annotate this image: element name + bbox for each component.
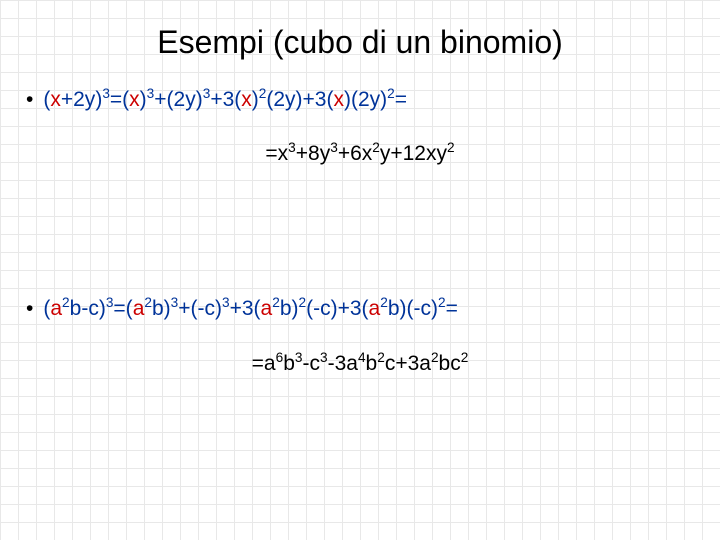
example1-formula: (x+2y)3=(x)3+(2y)3+3(x)2(2y)+3(x)(2y)2= (43, 85, 407, 114)
example2-expansion: • (a2b-c)3=(a2b)3+(-c)3+3(a2b)2(-c)+3(a2… (0, 294, 720, 323)
example1-expansion: • (x+2y)3=(x)3+(2y)3+3(x)2(2y)+3(x)(2y)2… (0, 85, 720, 114)
slide-title: Esempi (cubo di un binomio) (0, 0, 720, 85)
bullet-icon: • (26, 85, 33, 114)
example2-formula: (a2b-c)3=(a2b)3+(-c)3+3(a2b)2(-c)+3(a2b)… (43, 294, 457, 323)
bullet-icon: • (26, 294, 33, 323)
example2-result: =a6b3-c3-3a4b2c+3a2bc2 (0, 352, 720, 376)
example1-result: =x3+8y3+6x2y+12xy2 (0, 142, 720, 166)
